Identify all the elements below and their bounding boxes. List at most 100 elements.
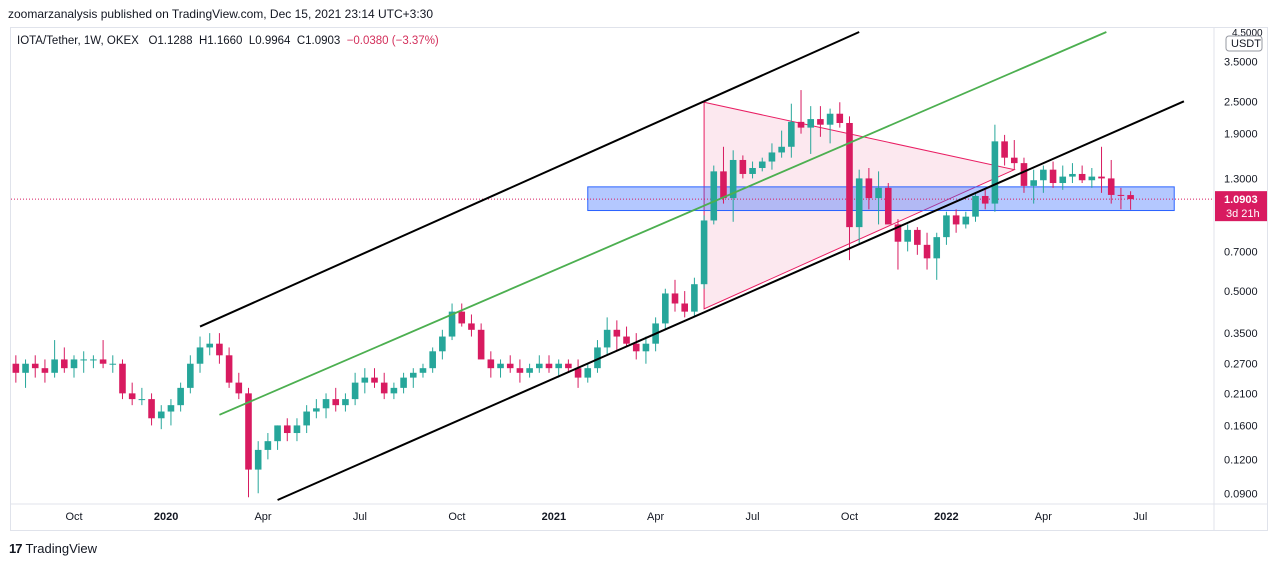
candle-body (613, 329, 621, 337)
candle (477, 323, 485, 360)
candle-body (565, 363, 572, 369)
candle-body (51, 359, 58, 373)
candle-body (758, 161, 766, 168)
candle-body (778, 146, 785, 153)
symbol-legend[interactable]: IOTA/Tether, 1W, OKEX O1.1288 H1.1660 L0… (17, 35, 439, 47)
chart-area[interactable]: 3.5000 2.5000 1.9000 1.3000 0.7000 0.5000 0.35… (10, 27, 1268, 531)
currency-badge (1225, 35, 1263, 52)
drawings-background-layer (11, 101, 1213, 310)
time-tick-label: Apr (647, 511, 664, 523)
candle (855, 169, 863, 244)
candle (1040, 165, 1047, 193)
candle (487, 351, 495, 378)
candle (923, 232, 931, 270)
time-tick-label: Jul (746, 511, 760, 523)
candle-body (400, 377, 407, 388)
candle-body (458, 311, 466, 324)
candle-body (264, 441, 272, 450)
candle (22, 359, 29, 388)
price-tick-label: 3.5000 (1224, 57, 1258, 69)
candle-body (739, 159, 747, 174)
time-tick-label: Oct (448, 511, 465, 523)
candle-body (817, 119, 824, 125)
candle-body (884, 187, 892, 225)
candle (322, 393, 330, 419)
drawings-foreground-layer (199, 31, 1185, 501)
candle (1107, 159, 1115, 204)
candle (1010, 140, 1018, 170)
candle-body (245, 393, 252, 470)
candle (1059, 165, 1067, 190)
current-price-label: 1.0903 (1224, 194, 1258, 206)
candle-body (70, 359, 78, 369)
candle (196, 336, 204, 373)
candle (371, 368, 378, 388)
candle (516, 359, 524, 383)
candle-body (1030, 180, 1037, 186)
candle-body (41, 368, 49, 373)
candle (584, 363, 592, 383)
price-tick-label: 0.2100 (1224, 388, 1258, 400)
candle-body (1078, 173, 1086, 181)
candle-body (1069, 173, 1076, 177)
candle-body (952, 215, 960, 225)
price-tick-label: 0.2700 (1224, 359, 1258, 371)
candle (61, 347, 68, 373)
candle-body (807, 119, 815, 128)
candle-body (187, 363, 194, 388)
symbol-name[interactable]: IOTA/Tether, 1W, OKEX (17, 35, 139, 47)
candle (536, 355, 543, 373)
high-value: H1.1660 (198, 35, 243, 47)
candle-body (119, 363, 126, 394)
candle (642, 336, 650, 364)
candle-body (933, 237, 941, 259)
time-tick-label: 2022 (934, 511, 958, 523)
candle-body (1010, 157, 1018, 164)
candle (729, 150, 737, 222)
low-value: L0.9964 (248, 35, 291, 47)
candle (187, 355, 194, 394)
candle (1049, 161, 1057, 188)
candle (943, 211, 950, 245)
candle-body (536, 363, 543, 369)
time-tick-label: Oct (841, 511, 858, 523)
candle (429, 347, 436, 373)
candle-body (749, 167, 756, 174)
candle-body (22, 363, 29, 373)
candle-body (720, 171, 727, 199)
tradingview-logo[interactable]: 17 TradingView (9, 541, 97, 556)
candle (419, 363, 427, 378)
time-tick-label: Oct (65, 511, 82, 523)
candle-body (710, 171, 718, 221)
candle (148, 393, 155, 426)
channel-midline (219, 31, 1107, 416)
candle (1069, 163, 1076, 184)
candle-body (1059, 176, 1067, 184)
candle (797, 90, 805, 134)
candle (933, 232, 941, 280)
candle (914, 227, 921, 255)
candle (1127, 191, 1134, 210)
candle (157, 405, 165, 430)
tradingview-logo-icon: 17 (9, 541, 23, 556)
price-tick-label: 1.3000 (1224, 173, 1258, 185)
change-value: −0.0380 (−3.37%) (346, 35, 439, 47)
bar-countdown-label: 3d 21h (1226, 208, 1260, 220)
candle-body (671, 293, 679, 304)
candle (119, 359, 126, 400)
candle (1098, 146, 1105, 193)
candle-body (380, 382, 388, 394)
candle (177, 382, 184, 412)
candle (90, 355, 97, 369)
candle (817, 106, 824, 137)
candle (972, 192, 979, 222)
candlestick-chart[interactable]: 3.5000 2.5000 1.9000 1.3000 0.7000 0.5000 0.35… (11, 28, 1267, 530)
candle (526, 363, 533, 378)
candle-body (313, 408, 320, 412)
candle-body (1040, 169, 1047, 181)
candle (235, 372, 243, 400)
candle (1030, 169, 1037, 204)
candle-body (972, 195, 979, 217)
candle (662, 288, 669, 330)
candle-body (235, 382, 243, 394)
